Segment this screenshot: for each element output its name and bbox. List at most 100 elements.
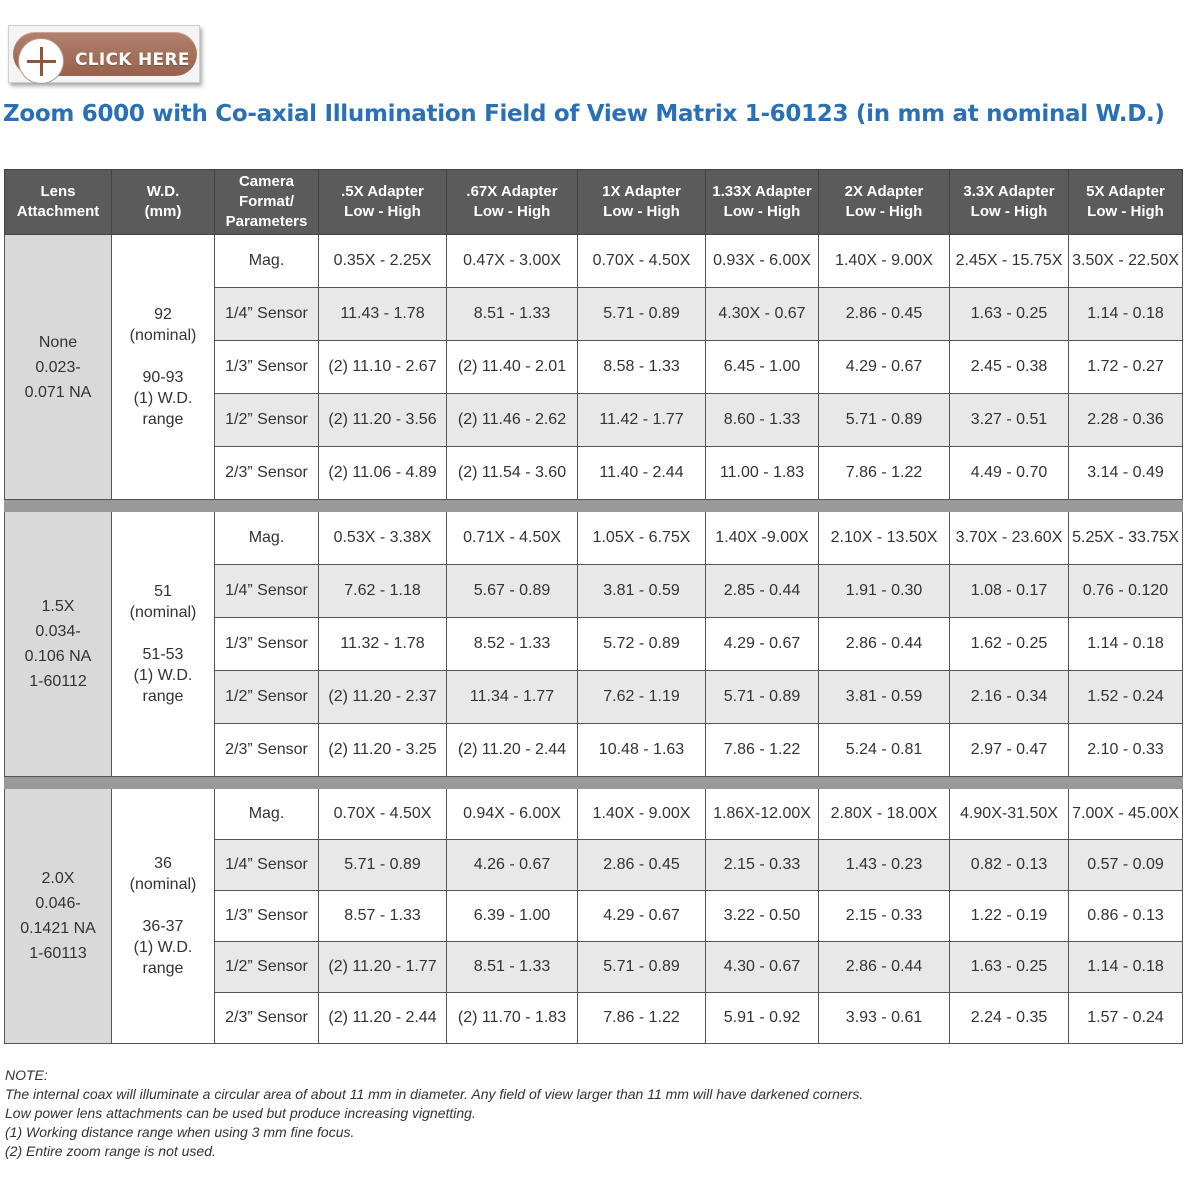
fov-value-cell: 8.57 - 1.33 [318,890,447,942]
fov-value-cell: 4.30 - 0.67 [705,941,819,993]
fov-value-cell: 4.49 - 0.70 [949,446,1069,500]
note-heading: NOTE: [5,1067,48,1083]
fov-value-cell: 4.29 - 0.67 [705,617,819,671]
fov-value-cell: 8.58 - 1.33 [577,340,706,394]
fov-value-cell: 1.57 - 0.24 [1068,992,1183,1044]
fov-value-cell: 3.81 - 0.59 [818,670,950,724]
fov-value-cell: (2) 11.20 - 3.25 [318,723,447,777]
header-adapter-5x: 5X Adapter Low - High [1068,169,1183,235]
camera-format-cell: 1/4” Sensor [214,839,319,891]
camera-format-cell: Mag. [214,511,319,565]
fov-value-cell: 3.27 - 0.51 [949,393,1069,447]
field-of-view-matrix-table: Lens Attachment W.D. (mm) Camera Format/Par… [4,169,1183,1044]
fov-value-cell: 4.30X - 0.67 [705,287,819,341]
fov-value-cell: 11.00 - 1.83 [705,446,819,500]
lens-attachment-cell: 1.5X 0.034- 0.106 NA 1-60112 [4,511,112,777]
fov-value-cell: 3.81 - 0.59 [577,564,706,618]
fov-value-cell: 5.71 - 0.89 [577,287,706,341]
fov-value-cell: 1.40X -9.00X [705,511,819,565]
fov-value-cell: 2.86 - 0.44 [818,617,950,671]
working-distance-text: range [142,688,184,705]
fov-value-cell: 5.67 - 0.89 [446,564,578,618]
working-distance-text: (1) W.D. [133,390,193,407]
camera-format-cell: 1/4” Sensor [214,287,319,341]
header-adapter-2x: 2X Adapter Low - High [818,169,950,235]
table-row: 2.0X 0.046- 0.1421 NA 1-60113 36 (nominal) 36-… [4,788,1183,1044]
camera-format-cell: 1/2” Sensor [214,670,319,724]
fov-value-cell: 2.97 - 0.47 [949,723,1069,777]
fov-value-cell: 4.29 - 0.67 [818,340,950,394]
lens-attachment-text: 1-60112 [29,673,87,690]
working-distance-text: (nominal) [129,876,197,893]
working-distance-cell: 92 (nominal) 90-93 (1) W.D. range [111,234,215,500]
fov-value-cell: 6.39 - 1.00 [446,890,578,942]
fov-value-cell: 7.62 - 1.18 [318,564,447,618]
header-working-distance: W.D. (mm) [111,169,215,235]
fov-value-cell: 3.70X - 23.60X [949,511,1069,565]
note-line: Low power lens attachments can be used b… [5,1105,476,1121]
fov-value-cell: 7.86 - 1.22 [577,992,706,1044]
fov-value-cell: 3.22 - 0.50 [705,890,819,942]
table-row: 2/3” Sensor (2) 11.20 - 3.25 (2) 11.20 - 2… [5,723,1183,777]
working-distance-text: 90-93 [142,369,184,386]
fov-value-cell: (2) 11.20 - 1.77 [318,941,447,993]
camera-format-cell: 1/3” Sensor [214,617,319,671]
fov-value-cell: (2) 11.46 - 2.62 [446,393,578,447]
camera-format-cell: Mag. [214,788,319,840]
fov-value-cell: 1.52 - 0.24 [1068,670,1183,724]
lens-attachment-text: 0.1421 NA [20,920,96,937]
fov-value-cell: 11.42 - 1.77 [577,393,706,447]
camera-format-cell: 1/2” Sensor [214,941,319,993]
fov-value-cell: 1.40X - 9.00X [577,788,706,840]
fov-value-cell: 2.16 - 0.34 [949,670,1069,724]
header-camera-format: Camera Format/Parameters [214,169,319,235]
separator-cell [4,499,1183,512]
header-adapter-1x: 1X Adapter Low - High [577,169,706,235]
fov-value-cell: 1.63 - 0.25 [949,941,1069,993]
working-distance-text: range [142,411,184,428]
table-row: 2/3” Sensor (2) 11.20 - 2.44 (2) 11.70 - 1… [5,992,1183,1044]
fov-value-cell: 4.26 - 0.67 [446,839,578,891]
fov-value-cell: (2) 11.70 - 1.83 [446,992,578,1044]
lens-attachment-text: None [38,333,78,351]
fov-value-cell: (2) 11.54 - 3.60 [446,446,578,500]
fov-value-cell: 7.86 - 1.22 [705,723,819,777]
working-distance-cell: 51 (nominal) 51-53 (1) W.D. range [111,511,215,777]
fov-value-cell: 10.48 - 1.63 [577,723,706,777]
camera-format-cell: 2/3” Sensor [214,992,319,1044]
fov-value-cell: 7.00X - 45.00X [1068,788,1183,840]
working-distance-cell: 36 (nominal) 36-37 (1) W.D. range [111,788,215,1044]
fov-value-cell: (2) 11.20 - 2.44 [318,992,447,1044]
camera-format-cell: 1/4” Sensor [214,564,319,618]
fov-value-cell: 0.70X - 4.50X [318,788,447,840]
header-adapter-0.67x: .67X Adapter Low - High [446,169,578,235]
fov-value-cell: 0.82 - 0.13 [949,839,1069,891]
fov-value-cell: 3.50X - 22.50X [1068,234,1183,288]
table-row: 1/2” Sensor (2) 11.20 - 1.77 8.51 - 1.33 5.… [5,941,1183,993]
fov-value-cell: 1.08 - 0.17 [949,564,1069,618]
fov-value-cell: 8.51 - 1.33 [446,287,578,341]
header-lens-attachment: Lens Attachment [4,169,112,235]
working-distance-text: (1) W.D. [133,939,193,956]
working-distance-text: (1) W.D. [133,667,193,684]
fov-value-cell: 6.45 - 1.00 [705,340,819,394]
table-row: 1/3” Sensor 8.57 - 1.33 6.39 - 1.00 4.29 - … [5,890,1183,942]
fov-value-cell: 2.86 - 0.45 [577,839,706,891]
lens-attachment-text: 2.0X [41,870,75,887]
group-separator [4,776,1183,789]
separator-cell [4,776,1183,789]
table-body: None 0.023- 0.071 NA 92 (nominal) 90-93 (1) W.… [4,234,1183,1044]
lens-attachment-text: 0.106 NA [24,648,92,665]
fov-value-cell: 2.80X - 18.00X [818,788,950,840]
table-header-row: Lens Attachment W.D. (mm) Camera Format/Par… [4,169,1183,235]
note-line: The internal coax will illuminate a circ… [5,1086,864,1102]
fov-value-cell: 0.57 - 0.09 [1068,839,1183,891]
group-separator [4,499,1183,512]
lens-attachment-text: 1-60113 [29,945,87,962]
camera-format-cell: Mag. [214,234,319,288]
fov-value-cell: 1.91 - 0.30 [818,564,950,618]
fov-value-cell: 4.29 - 0.67 [577,890,706,942]
fov-value-cell: 2.24 - 0.35 [949,992,1069,1044]
click-here-pill[interactable]: CLICK HERE [13,32,197,83]
click-here-button[interactable]: CLICK HERE [8,25,200,83]
